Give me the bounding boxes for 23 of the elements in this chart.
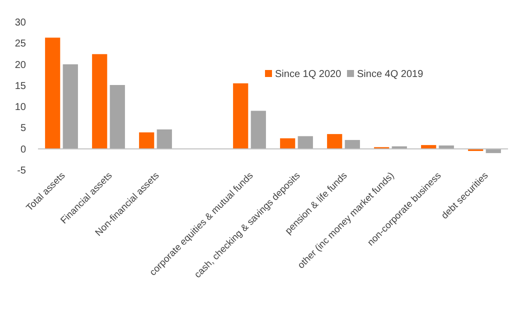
y-tick-label: 5	[20, 123, 26, 134]
bar	[110, 85, 125, 149]
y-tick-label: 20	[14, 60, 26, 71]
y-tick-label: 25	[14, 38, 26, 50]
bar	[62, 64, 78, 149]
bar	[344, 140, 360, 149]
y-tick-label: 0	[20, 144, 26, 156]
legend-label: Since 1Q 2020	[275, 69, 342, 80]
bar	[139, 132, 154, 149]
y-tick-label: 15	[14, 80, 26, 92]
bar	[45, 38, 60, 149]
bar	[250, 110, 266, 149]
bar	[280, 138, 296, 149]
legend-label: Since 4Q 2019	[357, 69, 424, 80]
bar	[298, 136, 313, 149]
bar	[421, 145, 436, 149]
y-tick-label: 30	[14, 18, 26, 28]
y-tick-label: -5	[17, 166, 26, 176]
bar	[92, 54, 108, 149]
y-tick-label: 10	[14, 102, 26, 114]
bar	[156, 129, 172, 149]
bar	[233, 83, 248, 149]
bar	[327, 134, 342, 149]
